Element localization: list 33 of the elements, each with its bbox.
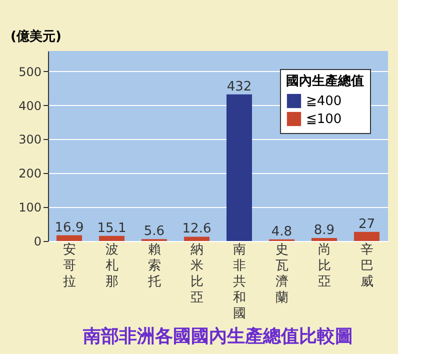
y-tick-label: 200 <box>18 166 42 181</box>
data-label: 8.9 <box>314 222 335 238</box>
y-tick-label: 0 <box>34 234 42 248</box>
bar <box>354 232 380 241</box>
y-tick-label: 500 <box>18 64 42 79</box>
data-label: 5.6 <box>144 224 165 240</box>
data-label: 15.1 <box>97 220 126 236</box>
data-label: 16.9 <box>54 220 84 236</box>
bar <box>99 236 124 241</box>
x-tick-label: 納米比亞 <box>190 242 204 306</box>
bar <box>312 238 337 241</box>
x-tick-label: 南非共和國 <box>232 242 246 322</box>
text: 南部非洲各國國內生產總值比較圖 <box>82 326 353 347</box>
bar <box>226 94 252 241</box>
data-label: 432 <box>226 79 252 94</box>
y-tick-label: 300 <box>18 132 42 147</box>
bar <box>56 235 82 241</box>
legend-title: 國內生產總值 <box>286 73 364 89</box>
bar <box>184 236 210 241</box>
y-axis-title: (億美元) <box>10 28 62 44</box>
y-tick-label: 400 <box>18 98 42 113</box>
x-tick-label: 尚比亞 <box>318 242 331 290</box>
x-tick-label: 波札那 <box>105 242 118 290</box>
x-tick-label: 賴索托 <box>146 242 161 290</box>
data-label: 27 <box>358 216 376 232</box>
data-label: 12.6 <box>182 222 212 237</box>
y-tick-label: 100 <box>18 200 42 215</box>
x-tick-label: 安哥拉 <box>62 242 76 290</box>
x-tick-label: 辛巴威 <box>360 242 374 290</box>
x-tick-label: 史瓦濟蘭 <box>275 242 288 306</box>
data-label: 4.8 <box>271 224 292 240</box>
legend-label: ≦100 <box>306 112 342 127</box>
legend-label: ≧400 <box>306 94 342 109</box>
